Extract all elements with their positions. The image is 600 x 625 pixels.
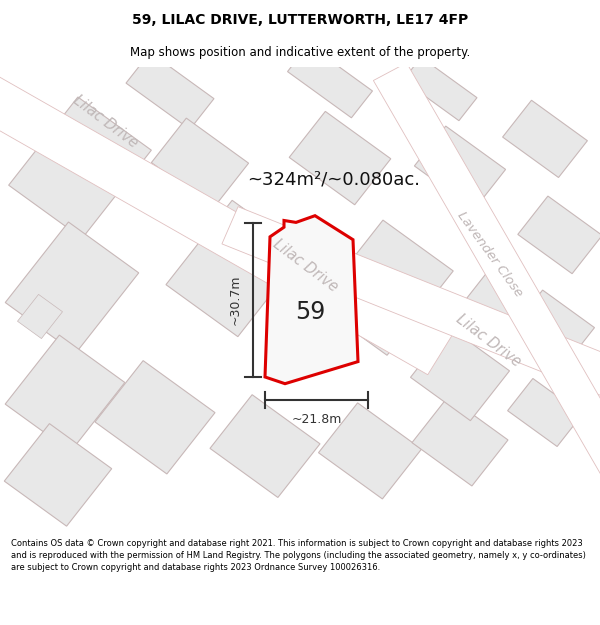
Polygon shape: [403, 58, 477, 121]
Text: Map shows position and indicative extent of the property.: Map shows position and indicative extent…: [130, 46, 470, 59]
Polygon shape: [287, 45, 373, 118]
Polygon shape: [8, 97, 151, 238]
Text: ~21.8m: ~21.8m: [292, 412, 341, 426]
Polygon shape: [508, 379, 583, 446]
Polygon shape: [515, 290, 595, 362]
Text: ~30.7m: ~30.7m: [229, 275, 241, 326]
Text: Lilac Drive: Lilac Drive: [270, 236, 340, 295]
Polygon shape: [17, 294, 62, 339]
Polygon shape: [222, 207, 600, 412]
Text: 59: 59: [295, 300, 325, 324]
Polygon shape: [415, 126, 506, 209]
Polygon shape: [151, 118, 248, 208]
Polygon shape: [412, 397, 508, 486]
Polygon shape: [95, 361, 215, 474]
Polygon shape: [319, 403, 422, 499]
Polygon shape: [455, 269, 545, 354]
Polygon shape: [4, 424, 112, 526]
Polygon shape: [317, 220, 453, 355]
Polygon shape: [503, 100, 587, 178]
Polygon shape: [210, 395, 320, 498]
Polygon shape: [373, 63, 600, 479]
Text: Lilac Drive: Lilac Drive: [70, 92, 140, 151]
Polygon shape: [410, 328, 509, 421]
Text: 59, LILAC DRIVE, LUTTERWORTH, LE17 4FP: 59, LILAC DRIVE, LUTTERWORTH, LE17 4FP: [132, 13, 468, 27]
Polygon shape: [265, 216, 358, 384]
Polygon shape: [5, 335, 125, 451]
Text: Lilac Drive: Lilac Drive: [453, 311, 523, 369]
Polygon shape: [289, 111, 391, 205]
Text: ~324m²/~0.080ac.: ~324m²/~0.080ac.: [247, 170, 420, 188]
Polygon shape: [518, 196, 600, 274]
Polygon shape: [5, 222, 139, 353]
Polygon shape: [166, 201, 304, 337]
Text: Lavender Close: Lavender Close: [455, 209, 525, 299]
Polygon shape: [126, 52, 214, 129]
Text: Contains OS data © Crown copyright and database right 2021. This information is : Contains OS data © Crown copyright and d…: [11, 539, 586, 572]
Polygon shape: [0, 61, 452, 375]
